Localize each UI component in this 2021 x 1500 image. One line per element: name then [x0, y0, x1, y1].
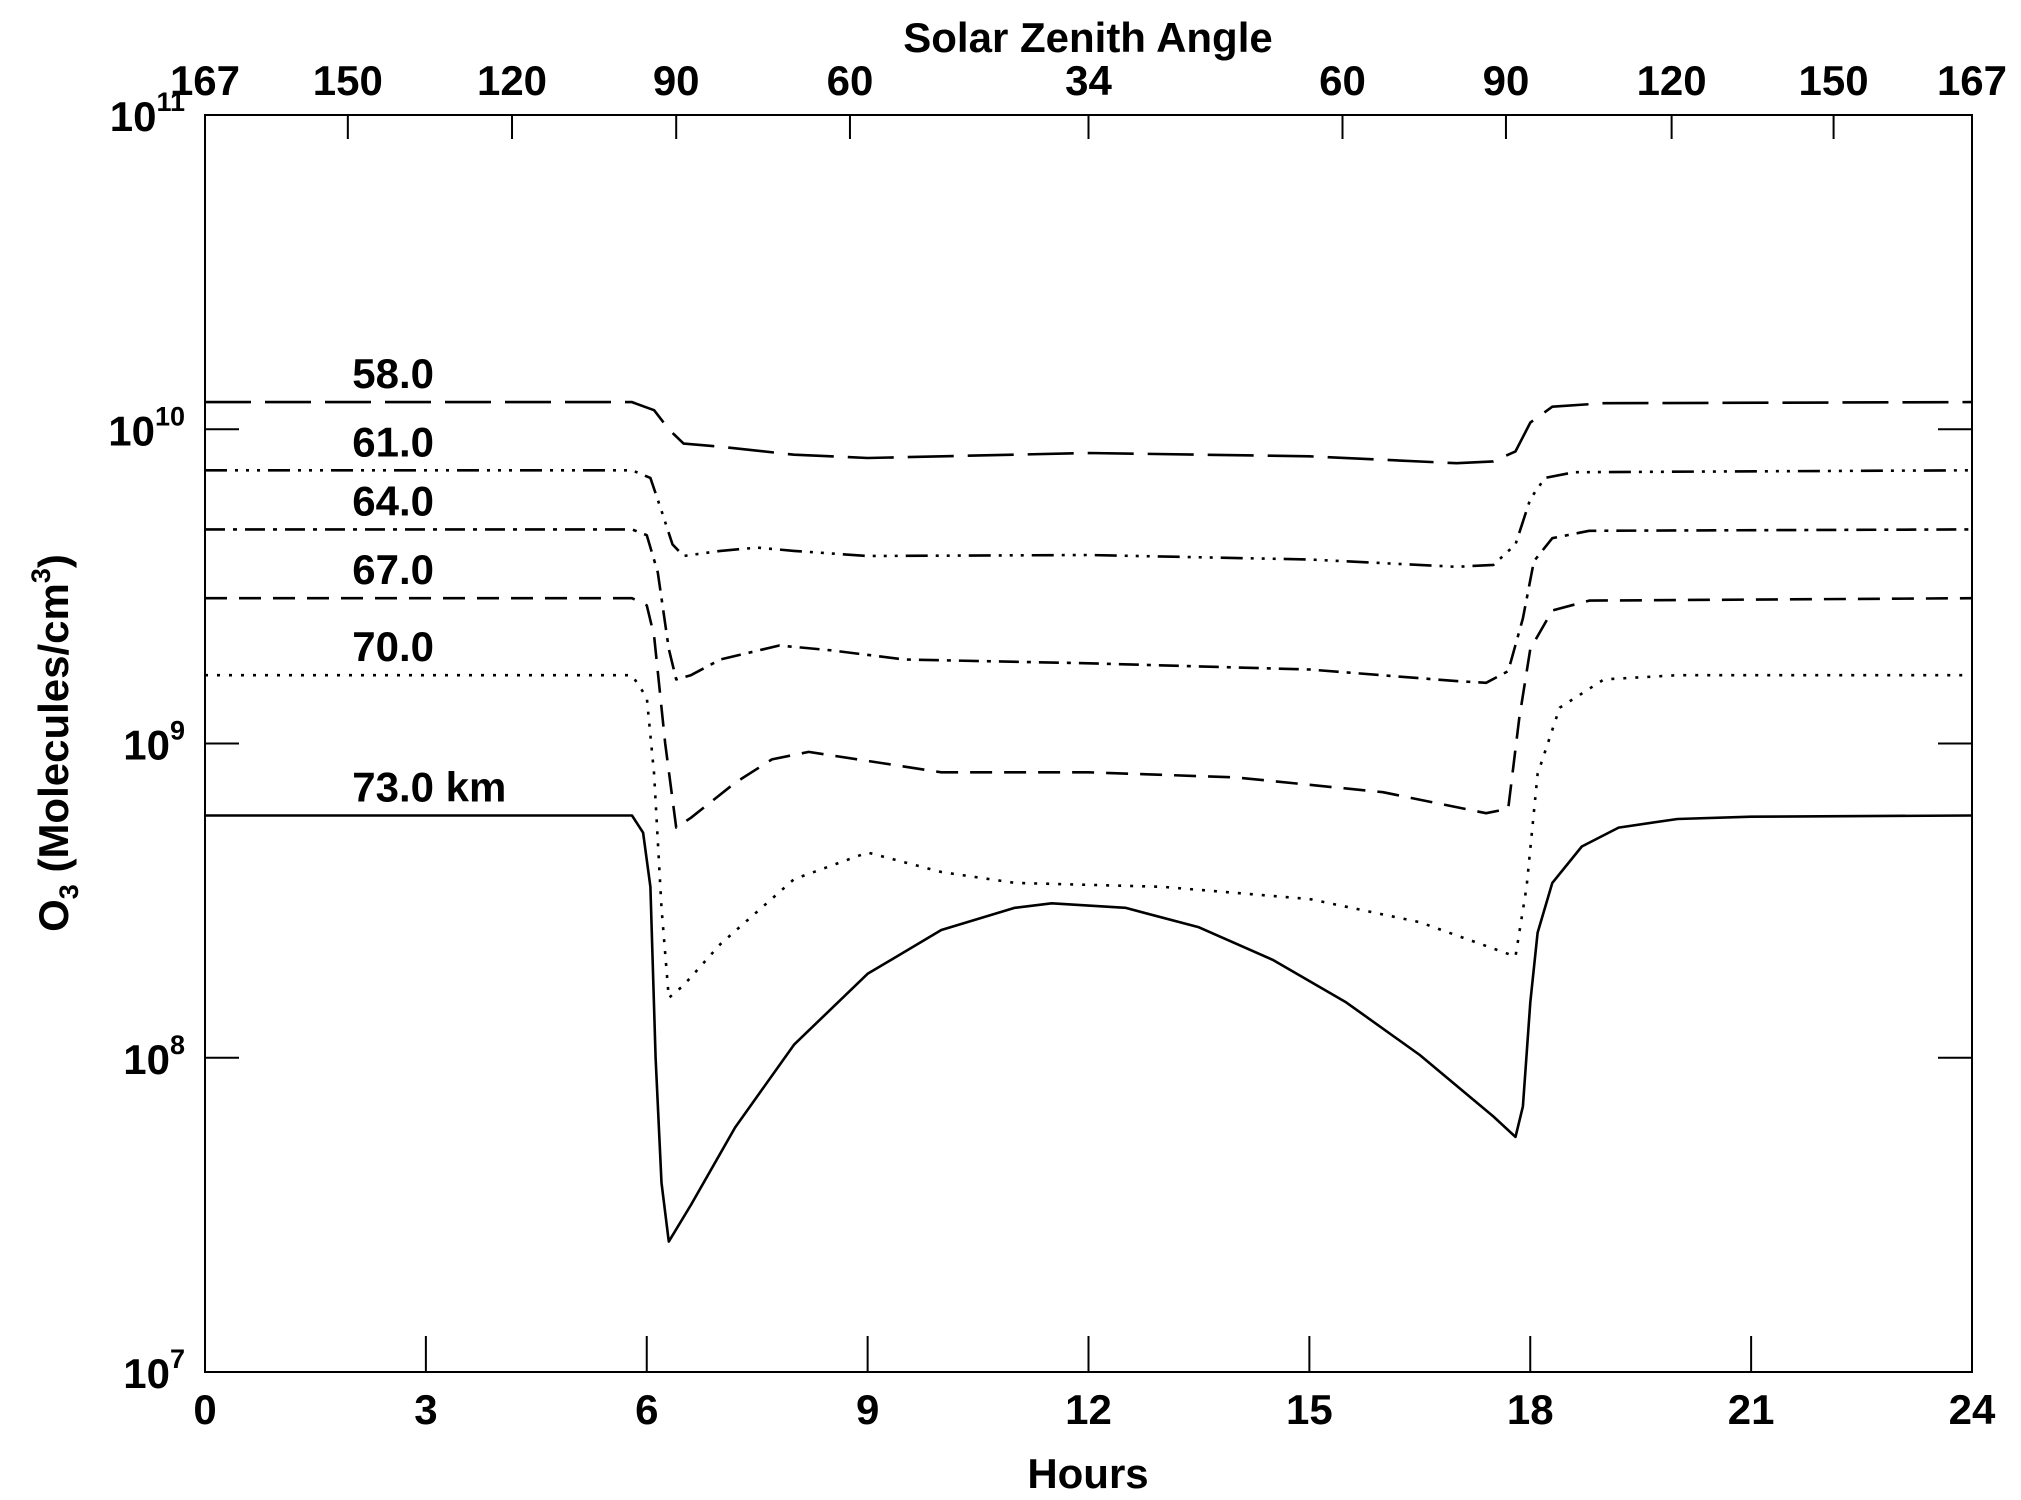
- y-tick-exponent: 11: [156, 87, 185, 117]
- y-axis-title: O3 (Molecules/cm3): [26, 554, 84, 932]
- series-layer: 58.0 61.0 64.0 67.0 70.0 73.0 km: [205, 350, 1973, 1243]
- series-line-610: [205, 469, 1973, 569]
- y-axis-title-close: ): [30, 554, 77, 568]
- top-tick-label: 150: [1799, 57, 1869, 104]
- series-label: 73.0 km: [352, 764, 506, 811]
- y-tick-exponent: 8: [170, 1030, 185, 1060]
- x-tick-label: 12: [1065, 1386, 1112, 1433]
- x-tick-label: 21: [1728, 1386, 1775, 1433]
- series-label: 64.0: [352, 477, 434, 524]
- top-tick-label: 167: [1937, 57, 2007, 104]
- series-label: 67.0: [352, 546, 434, 593]
- x-tick-label: 15: [1286, 1386, 1333, 1433]
- y-tick-label: 107: [123, 1344, 185, 1397]
- y-tick-label: 108: [123, 1030, 185, 1083]
- y-tick-exponent: 9: [170, 716, 185, 746]
- top-tick-label: 60: [827, 57, 874, 104]
- y-tick-label: 1010: [108, 401, 185, 454]
- y-tick-label: 1011: [110, 87, 185, 140]
- y-tick-label: 109: [123, 716, 185, 769]
- x-tick-label: 6: [635, 1386, 658, 1433]
- series-label: 58.0: [352, 350, 434, 397]
- y-tick-base: 10: [123, 1350, 170, 1397]
- plot-frame: [204, 114, 1973, 1373]
- series-line-580: [205, 400, 1973, 465]
- top-tick-label: 120: [1637, 57, 1707, 104]
- x-tick-label: 18: [1507, 1386, 1554, 1433]
- y-axis-title-sup: 3: [26, 568, 56, 583]
- top-tick-label: 150: [313, 57, 383, 104]
- top-tick-label: 34: [1065, 57, 1112, 104]
- top-tick-label: 90: [653, 57, 700, 104]
- y-tick-exponent: 10: [155, 401, 185, 431]
- ticks-layer: 0 3 6 9 12 15 18 21 24 167 150 120 90 60 34 60 90 120 150 1…: [108, 57, 2007, 1433]
- x-tick-label: 9: [856, 1386, 879, 1433]
- y-tick-base: 10: [123, 1036, 170, 1083]
- series-line-670: [205, 596, 1973, 829]
- series-label: 70.0: [352, 623, 434, 670]
- y-tick-base: 10: [123, 722, 170, 769]
- y-tick-exponent: 7: [170, 1344, 185, 1374]
- y-axis-title-sub: 3: [54, 884, 84, 899]
- x-tick-label: 0: [193, 1386, 216, 1433]
- y-axis-title-base: O: [30, 899, 77, 932]
- top-axis-title: Solar Zenith Angle: [903, 14, 1272, 61]
- series-line-700: [205, 673, 1972, 1000]
- series-label: 61.0: [352, 418, 434, 465]
- top-tick-label: 167: [170, 57, 240, 104]
- y-axis-title-space: [30, 873, 77, 885]
- top-tick-label: 60: [1319, 57, 1366, 104]
- y-tick-base: 10: [110, 93, 157, 140]
- series-line-640: [205, 528, 1973, 685]
- series-line-730: [205, 814, 1973, 1243]
- x-tick-label: 3: [414, 1386, 437, 1433]
- y-axis-title-unit: (Molecules/cm: [30, 583, 77, 872]
- top-tick-label: 90: [1483, 57, 1530, 104]
- x-axis-title: Hours: [1027, 1450, 1148, 1497]
- y-tick-base: 10: [108, 407, 155, 454]
- x-tick-label: 24: [1949, 1386, 1996, 1433]
- top-tick-label: 120: [477, 57, 547, 104]
